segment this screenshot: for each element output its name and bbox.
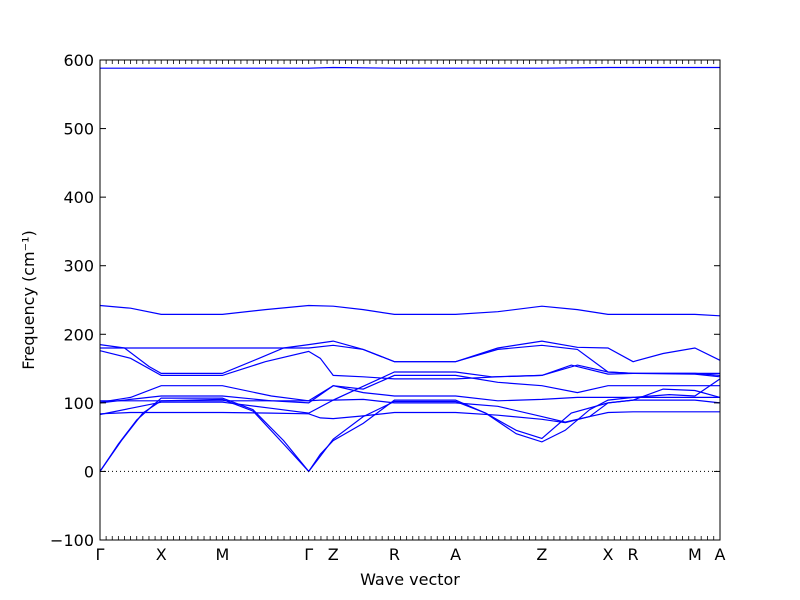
y-tick-label: 0	[84, 462, 94, 481]
y-tick-label: 500	[63, 120, 94, 139]
y-tick-label: 100	[63, 394, 94, 413]
band-line-4	[100, 344, 720, 374]
x-tick-label: A	[450, 545, 461, 564]
plot-frame	[99, 59, 721, 541]
y-axis-title: Frequency (cm⁻¹)	[19, 230, 38, 369]
x-tick-label: R	[628, 545, 639, 564]
band-line-6	[100, 364, 721, 402]
band-line-7	[99, 374, 720, 403]
y-axis-ticks: −100 0 100 200 300 400 500 600	[50, 51, 720, 550]
y-tick-label: 300	[63, 257, 94, 276]
x-tick-label: Γ	[96, 545, 105, 564]
band-line-8	[99, 385, 720, 404]
band-line-3	[99, 340, 721, 374]
y-tick-label: 600	[63, 51, 94, 70]
x-tick-label: R	[389, 545, 400, 564]
x-tick-label: M	[688, 545, 702, 564]
band-line-2	[99, 304, 721, 317]
band-line-11	[99, 388, 721, 423]
band-line-5	[99, 350, 721, 380]
series-layer	[99, 66, 721, 473]
x-tick-label: Z	[328, 545, 339, 564]
y-tick-label: −100	[50, 531, 94, 550]
y-tick-label: 400	[63, 188, 94, 207]
x-tick-label: M	[216, 545, 230, 564]
x-tick-label: X	[603, 545, 614, 564]
band-line-10	[99, 398, 721, 473]
band-line-9	[99, 378, 721, 473]
x-axis-title: Wave vector	[360, 570, 460, 589]
x-tick-label: X	[156, 545, 167, 564]
x-tick-label: Z	[536, 545, 547, 564]
y-tick-label: 200	[63, 325, 94, 344]
band-line-12	[99, 411, 720, 424]
x-tick-label: A	[715, 545, 726, 564]
band-line-1	[100, 66, 720, 69]
x-tick-label: Γ	[304, 545, 313, 564]
